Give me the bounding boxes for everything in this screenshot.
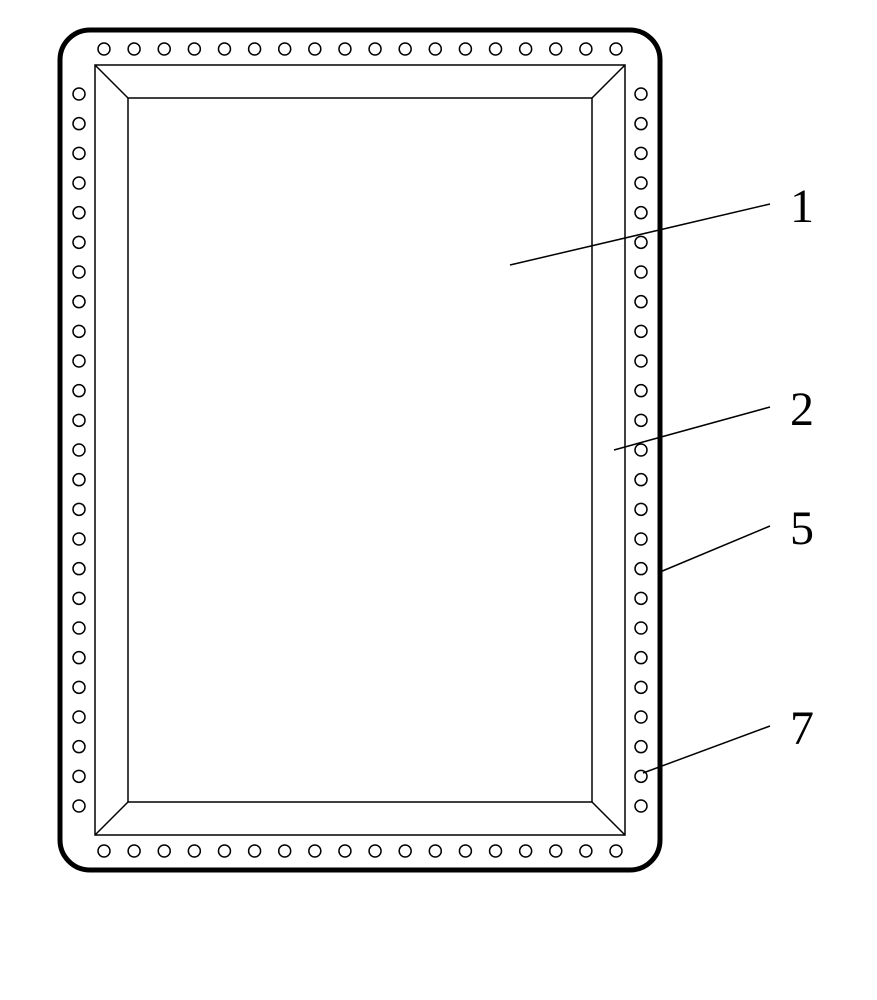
callout-label-7: 7	[790, 702, 814, 755]
callout-label-2: 2	[790, 383, 814, 436]
technical-diagram: 1 2 5 7	[0, 0, 877, 1000]
background	[0, 0, 877, 1000]
callout-label-5: 5	[790, 502, 814, 555]
callout-label-1: 1	[790, 180, 814, 233]
